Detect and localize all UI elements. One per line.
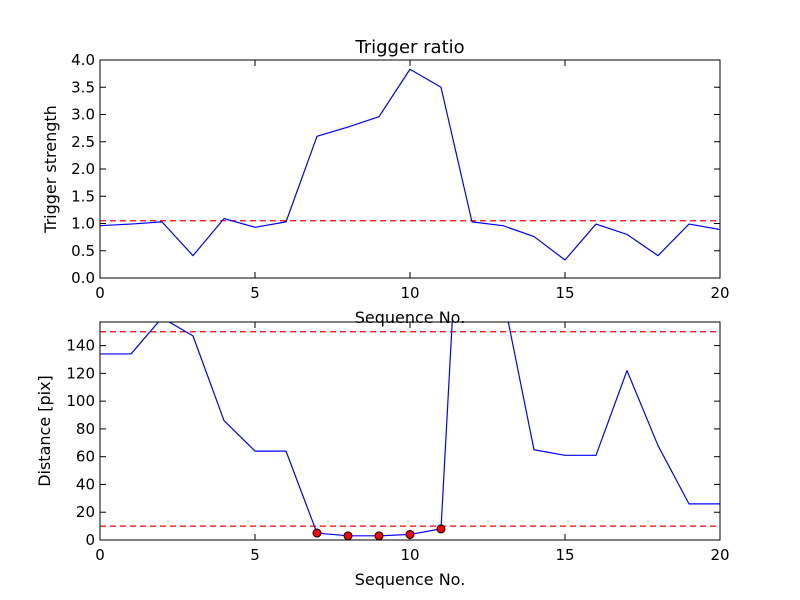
bottom-y-tick-label: 80 — [76, 420, 95, 438]
bottom-marker-point-1 — [343, 531, 353, 541]
top-y-tick-label: 3.5 — [71, 78, 95, 96]
bottom-y-tick-label: 60 — [76, 448, 95, 466]
top-x-tick-label: 0 — [95, 284, 105, 302]
top-y-tick-label: 0.5 — [71, 242, 95, 260]
top-x-tick-label: 5 — [250, 284, 260, 302]
bottom-x-tick-label: 5 — [250, 546, 260, 564]
top-chart-title: Trigger ratio — [354, 37, 464, 58]
top-series-line-0 — [100, 68, 720, 261]
top-y-tick-label: 3.0 — [71, 106, 95, 124]
top-y-tick-label: 1.0 — [71, 215, 95, 233]
bottom-y-tick-label: 20 — [76, 503, 95, 521]
bottom-ticks: 0 5 10 15 20 0 20 40 60 80 100 120 140 — [66, 322, 730, 564]
top-x-tick-label: 20 — [710, 284, 729, 302]
bottom-x-tick-label: 15 — [555, 546, 574, 564]
bottom-y-tick-label: 140 — [66, 337, 95, 355]
bottom-x-tick-label: 10 — [400, 546, 419, 564]
bottom-y-tick-label: 120 — [66, 364, 95, 382]
top-y-tick-label: 2.5 — [71, 133, 95, 151]
bottom-x-tick-label: 0 — [95, 546, 105, 564]
bottom-y-tick-label: 40 — [76, 475, 95, 493]
top-y-tick-label: 0.0 — [71, 269, 95, 287]
bottom-marker-point-0 — [312, 528, 322, 538]
bottom-x-axis-label: Sequence No. — [355, 570, 466, 589]
bottom-marker-point-2 — [374, 531, 384, 541]
top-x-tick-label: 15 — [555, 284, 574, 302]
top-y-axis-label: Trigger strength — [41, 105, 60, 234]
top-subplot: 0 5 10 15 20 0.0 0.5 1.0 1.5 2.0 2.5 3.0 3.5 4.0 Trig… — [41, 37, 730, 327]
bottom-y-axis-label: Distance [pix] — [35, 375, 54, 487]
bottom-x-tick-label: 20 — [710, 546, 729, 564]
bottom-y-tick-label: 0 — [85, 531, 95, 549]
top-y-tick-label: 4.0 — [71, 51, 95, 69]
top-y-tick-label: 1.5 — [71, 187, 95, 205]
bottom-marker-point-3 — [405, 529, 415, 539]
top-ticks: 0 5 10 15 20 0.0 0.5 1.0 1.5 2.0 2.5 3.0 3.5 4.0 — [71, 51, 729, 302]
bottom-y-tick-label: 100 — [66, 392, 95, 410]
top-y-tick-label: 2.0 — [71, 160, 95, 178]
bottom-marker-point-4 — [436, 524, 446, 534]
top-plot-area — [100, 68, 720, 261]
top-x-tick-label: 10 — [400, 284, 419, 302]
